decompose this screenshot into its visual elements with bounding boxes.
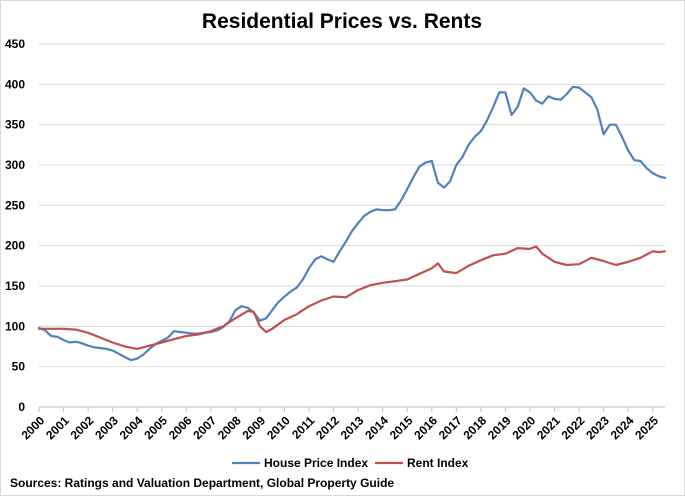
- x-tick-label: 2001: [43, 413, 72, 442]
- x-tick-label: 2023: [583, 413, 612, 442]
- x-tick-label: 2012: [313, 413, 342, 442]
- y-tick-label: 150: [5, 279, 25, 293]
- y-tick-label: 100: [5, 319, 25, 333]
- y-tick-label: 300: [5, 158, 25, 172]
- series-lines: [37, 85, 667, 362]
- x-tick-label: 2003: [92, 413, 121, 442]
- legend-label-rent: Rent Index: [407, 456, 469, 470]
- x-tick-label: 2025: [632, 413, 661, 442]
- x-tick-label: 2007: [190, 413, 219, 442]
- x-tick-label: 2019: [485, 413, 514, 442]
- x-tick-label: 2018: [460, 413, 489, 442]
- y-tick-label: 250: [5, 198, 25, 212]
- series-line-rent-index: [37, 245, 667, 350]
- x-tick-label: 2002: [68, 413, 97, 442]
- x-tick-label: 2024: [608, 413, 637, 442]
- x-tick-label: 2010: [264, 413, 293, 442]
- x-tick-label: 2009: [240, 413, 269, 442]
- y-tick-label: 0: [18, 400, 25, 414]
- legend: House Price Index Rent Index: [232, 456, 469, 470]
- y-tick-label: 400: [5, 77, 25, 91]
- x-tick-label: 2014: [362, 413, 391, 442]
- y-tick-label: 200: [5, 239, 25, 253]
- y-tick-label: 450: [5, 37, 25, 51]
- x-tick-label: 2016: [411, 413, 440, 442]
- legend-label-house-price: House Price Index: [264, 456, 368, 470]
- x-tick-label: 2020: [510, 413, 539, 442]
- x-tick-label: 2006: [166, 413, 195, 442]
- x-tick-label: 2017: [436, 413, 465, 442]
- x-tick-label: 2013: [338, 413, 367, 442]
- x-tick-label: 2005: [141, 413, 170, 442]
- x-tick-label: 2008: [215, 413, 244, 442]
- x-tick-label: 2004: [117, 413, 146, 442]
- source-note: Sources: Ratings and Valuation Departmen…: [10, 476, 394, 490]
- x-tick-label: 2011: [289, 413, 318, 442]
- series-line-house-price-index: [37, 85, 667, 362]
- gridlines: [39, 43, 665, 368]
- x-tick-label: 2015: [387, 413, 416, 442]
- x-tick-label: 2021: [534, 413, 563, 442]
- x-tick-label: 2022: [559, 413, 588, 442]
- y-tick-label: 350: [5, 118, 25, 132]
- x-tick-label: 2000: [19, 413, 48, 442]
- y-tick-label: 50: [12, 360, 26, 374]
- axes: 0501001502002503003504004502000200120022…: [5, 37, 665, 442]
- chart-title: Residential Prices vs. Rents: [202, 10, 482, 33]
